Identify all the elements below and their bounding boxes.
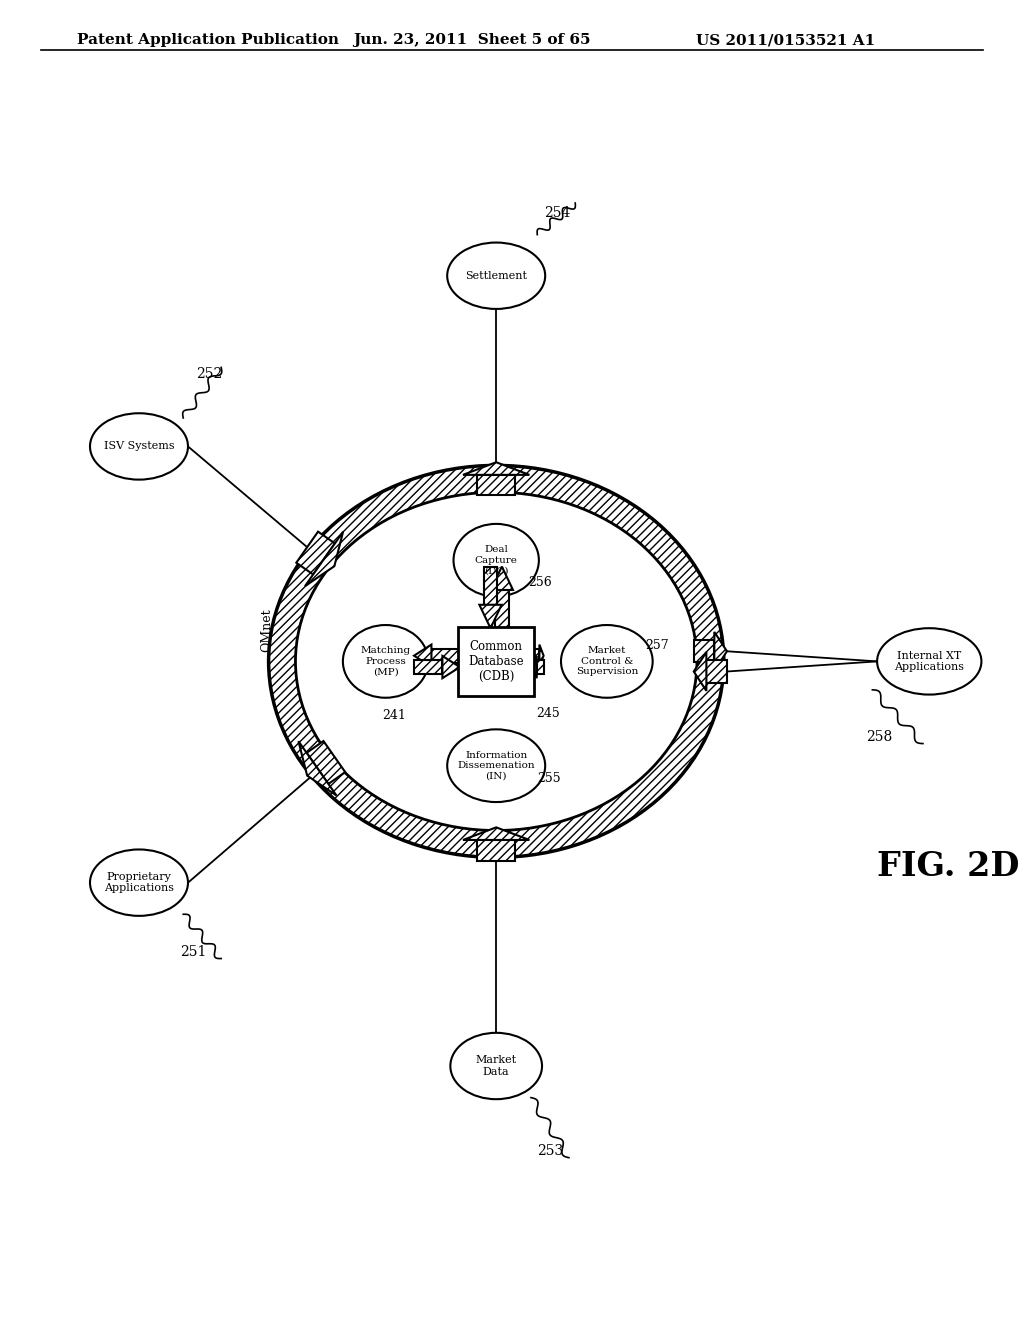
Polygon shape [463,462,529,475]
Polygon shape [296,532,335,574]
Ellipse shape [447,243,545,309]
Polygon shape [414,660,442,675]
Polygon shape [414,644,431,667]
Ellipse shape [343,626,428,698]
Polygon shape [477,475,515,495]
Polygon shape [298,742,337,796]
Ellipse shape [447,730,545,803]
Ellipse shape [296,492,697,830]
Ellipse shape [454,524,539,597]
Text: OMnet: OMnet [260,609,273,652]
Polygon shape [490,566,513,590]
Polygon shape [532,648,540,663]
Text: Matching
Process
(MP): Matching Process (MP) [360,647,411,676]
Text: 251: 251 [180,945,207,960]
Text: Patent Application Publication: Patent Application Publication [77,33,339,48]
Text: ISV Systems: ISV Systems [103,441,174,451]
Polygon shape [495,590,509,628]
Text: Proprietary
Applications: Proprietary Applications [104,873,174,894]
Polygon shape [442,656,460,678]
Text: 254: 254 [544,206,570,219]
Polygon shape [540,644,544,667]
Text: Common
Database
(CDB): Common Database (CDB) [468,640,524,682]
Text: FIG. 2D: FIG. 2D [877,850,1020,883]
Text: Information
Dissemenation
(IN): Information Dissemenation (IN) [458,751,535,780]
Ellipse shape [90,413,188,479]
Polygon shape [694,640,715,663]
Text: Jun. 23, 2011  Sheet 5 of 65: Jun. 23, 2011 Sheet 5 of 65 [353,33,591,48]
Polygon shape [532,656,537,678]
Text: 256: 256 [527,576,552,589]
Ellipse shape [296,492,697,830]
Ellipse shape [451,1032,542,1100]
Ellipse shape [268,466,724,858]
Polygon shape [477,840,515,861]
Polygon shape [463,828,529,840]
Polygon shape [707,660,727,682]
FancyBboxPatch shape [459,627,535,696]
Polygon shape [479,605,502,628]
Ellipse shape [878,628,981,694]
Polygon shape [305,532,343,586]
Ellipse shape [90,850,188,916]
Text: 255: 255 [538,772,561,785]
Polygon shape [694,652,707,690]
Polygon shape [431,648,460,663]
Text: Market
Data: Market Data [475,1055,517,1077]
Polygon shape [306,741,345,784]
Polygon shape [483,566,498,605]
Text: Market
Control &
Supervision: Market Control & Supervision [575,647,638,676]
Text: 241: 241 [382,709,407,722]
Text: Internal XT
Applications: Internal XT Applications [894,651,965,672]
Text: Settlement: Settlement [465,271,527,281]
Polygon shape [715,632,727,671]
Ellipse shape [561,626,652,698]
Text: US 2011/0153521 A1: US 2011/0153521 A1 [696,33,876,48]
Polygon shape [537,660,544,675]
Text: 245: 245 [536,708,559,721]
Text: 252: 252 [196,367,222,380]
Text: 257: 257 [645,639,669,652]
Text: 258: 258 [866,730,892,744]
Text: Deal
Capture
(DC): Deal Capture (DC) [475,545,518,576]
Text: 253: 253 [538,1144,563,1159]
